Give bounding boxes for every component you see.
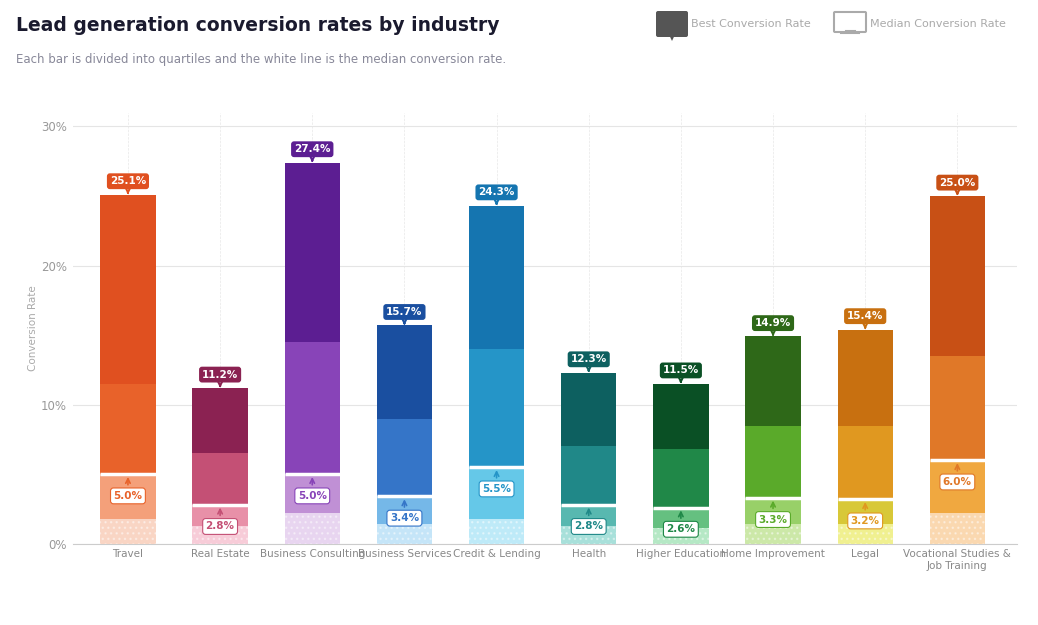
Text: 2.8%: 2.8% xyxy=(206,509,235,531)
Bar xyxy=(930,196,985,356)
Bar xyxy=(838,524,893,544)
Bar xyxy=(653,529,709,544)
Bar xyxy=(192,453,248,505)
Polygon shape xyxy=(670,35,675,41)
Text: 24.3%: 24.3% xyxy=(479,188,515,204)
Bar xyxy=(101,384,156,474)
Bar xyxy=(562,372,617,446)
Text: 15.4%: 15.4% xyxy=(847,311,883,328)
Text: 2.6%: 2.6% xyxy=(666,512,695,534)
Bar xyxy=(377,524,432,544)
Text: 14.9%: 14.9% xyxy=(755,318,791,334)
Bar xyxy=(192,388,248,453)
Bar xyxy=(284,513,339,544)
Text: 3.3%: 3.3% xyxy=(759,503,788,524)
Bar xyxy=(653,449,709,508)
FancyBboxPatch shape xyxy=(656,11,688,37)
Bar xyxy=(838,499,893,524)
Bar xyxy=(930,460,985,513)
Bar xyxy=(469,468,524,519)
Bar xyxy=(930,356,985,460)
Bar xyxy=(562,526,617,544)
Text: 5.5%: 5.5% xyxy=(482,472,511,494)
Bar xyxy=(653,508,709,529)
Text: 27.4%: 27.4% xyxy=(294,144,330,161)
Bar xyxy=(101,519,156,544)
Bar xyxy=(562,446,617,505)
Bar xyxy=(101,519,156,544)
Bar xyxy=(745,426,800,498)
Bar xyxy=(562,526,617,544)
Bar xyxy=(745,498,800,524)
Y-axis label: Conversion Rate: Conversion Rate xyxy=(28,285,38,371)
Bar xyxy=(469,519,524,544)
Text: Lead generation conversion rates by industry: Lead generation conversion rates by indu… xyxy=(16,16,499,34)
Bar xyxy=(930,513,985,544)
Text: 5.0%: 5.0% xyxy=(298,479,327,501)
Text: Best Conversion Rate: Best Conversion Rate xyxy=(691,19,811,29)
Bar xyxy=(192,526,248,544)
Bar xyxy=(745,336,800,426)
Bar xyxy=(284,342,339,474)
Bar xyxy=(653,529,709,544)
Bar xyxy=(192,526,248,544)
Bar xyxy=(284,513,339,544)
Text: 15.7%: 15.7% xyxy=(386,307,422,324)
Bar xyxy=(838,524,893,544)
Text: 3.2%: 3.2% xyxy=(851,504,879,526)
Bar xyxy=(653,384,709,449)
Text: 3.4%: 3.4% xyxy=(390,501,419,523)
Text: 11.2%: 11.2% xyxy=(202,369,239,386)
Bar xyxy=(838,329,893,426)
Bar xyxy=(930,513,985,544)
Bar xyxy=(192,505,248,526)
Text: 25.1%: 25.1% xyxy=(110,176,146,192)
Bar xyxy=(469,349,524,468)
Text: 5.0%: 5.0% xyxy=(113,479,142,501)
Bar xyxy=(101,474,156,519)
Bar xyxy=(377,326,432,419)
Bar xyxy=(377,524,432,544)
Text: 12.3%: 12.3% xyxy=(571,354,607,371)
Bar xyxy=(838,426,893,499)
Bar xyxy=(745,524,800,544)
Text: 2.8%: 2.8% xyxy=(574,509,603,531)
Text: 25.0%: 25.0% xyxy=(939,177,976,194)
Text: Median Conversion Rate: Median Conversion Rate xyxy=(870,19,1006,29)
Bar xyxy=(101,194,156,384)
Bar xyxy=(377,496,432,524)
Text: 6.0%: 6.0% xyxy=(943,465,972,487)
Bar xyxy=(284,162,339,342)
Bar xyxy=(469,206,524,349)
Bar xyxy=(469,519,524,544)
Text: 11.5%: 11.5% xyxy=(662,366,699,382)
Bar xyxy=(284,474,339,513)
Bar xyxy=(745,524,800,544)
Bar xyxy=(562,505,617,526)
Text: Each bar is divided into quartiles and the white line is the median conversion r: Each bar is divided into quartiles and t… xyxy=(16,53,506,66)
Bar xyxy=(377,419,432,496)
